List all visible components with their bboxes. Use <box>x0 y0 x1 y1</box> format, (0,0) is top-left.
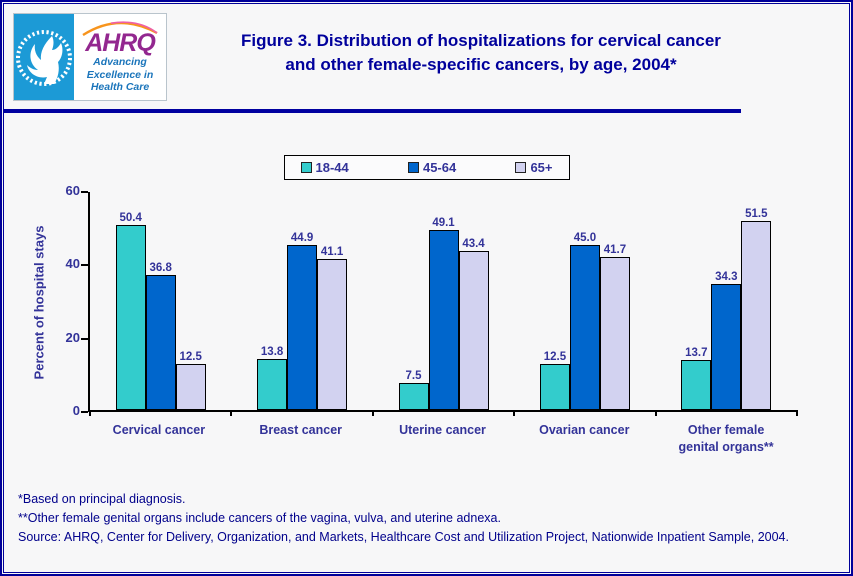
legend-item-18-44: 18-44 <box>300 160 349 175</box>
bar-45-64: 44.9 <box>287 232 318 410</box>
category-label-2: Breast cancer <box>259 423 343 437</box>
category-label-3: Uterine cancer <box>399 423 486 437</box>
header: AHRQ Advancing Excellence in Health Care… <box>4 4 849 108</box>
bar-18-44: 12.5 <box>539 351 570 410</box>
footnotes: *Based on principal diagnosis. **Other f… <box>18 490 849 547</box>
x-axis-tick <box>89 410 91 416</box>
bar-group-2: 13.8 44.9 41.1 <box>231 192 372 410</box>
bar-value-label: 41.1 <box>320 246 344 259</box>
y-axis-tick-labels: 0 20 40 60 <box>52 183 88 418</box>
logo-tagline-line-3: Health Care <box>90 81 150 94</box>
logo-tagline-line-1: Advancing <box>93 56 147 69</box>
logo-swoosh-icon <box>82 21 158 37</box>
bar-65+: 12.5 <box>175 351 206 410</box>
bar-groups: 50.4 36.8 12.5 13.8 44.9 41.1 7.5 49.1 43.4 12.5 4… <box>90 192 797 410</box>
bar-18-44: 13.7 <box>681 347 712 410</box>
category-label-5: Other female genital organs** <box>678 423 774 454</box>
legend-label: 45-64 <box>422 160 457 175</box>
logo-org-text: AHRQ <box>85 29 156 58</box>
footnote-source: Source: AHRQ, Center for Delivery, Organ… <box>18 530 789 544</box>
header-divider <box>4 109 741 113</box>
y-axis-tick-label: 40 <box>65 256 80 272</box>
x-axis-tick <box>230 410 233 416</box>
plot-wrap: 50.4 36.8 12.5 13.8 44.9 41.1 7.5 49.1 43.4 12.5 4… <box>81 191 798 456</box>
x-axis-tick <box>513 410 516 416</box>
bar-group-4: 12.5 45.0 41.7 <box>514 192 655 410</box>
y-axis-tick-label: 60 <box>65 183 80 198</box>
bar-value-label: 44.9 <box>290 232 314 245</box>
legend-label: 18-44 <box>315 160 349 175</box>
chart: Percent of hospital stays 0 20 40 60 50.4 36… <box>26 183 823 456</box>
bar-45-64: 45.0 <box>569 232 600 410</box>
y-axis-tick <box>81 337 88 340</box>
plot-area: 50.4 36.8 12.5 13.8 44.9 41.1 7.5 49.1 43.4 12.5 4… <box>81 191 798 416</box>
bar-value-label: 12.5 <box>543 351 567 364</box>
x-axis-tick <box>796 410 798 416</box>
bar-value-label: 49.1 <box>432 216 455 229</box>
chart-legend: 18-44 45-64 65+ <box>283 155 570 180</box>
figure-title-line-2: and other female-specific cancers, by ag… <box>285 55 677 74</box>
logo-text-block: AHRQ Advancing Excellence in Health Care <box>74 14 166 100</box>
legend-item-65+: 65+ <box>515 160 553 175</box>
y-axis-title: Percent of hospital stays <box>31 225 47 379</box>
y-axis-tick-label: 0 <box>72 403 80 418</box>
bar-18-44: 7.5 <box>398 370 429 410</box>
bar-value-label: 36.8 <box>149 262 172 275</box>
figure-title: Figure 3. Distribution of hospitalizatio… <box>167 13 839 77</box>
bar-value-label: 7.5 <box>405 369 422 382</box>
bar-18-44: 13.8 <box>257 346 288 410</box>
bar-value-label: 51.5 <box>745 208 768 221</box>
x-axis-category-labels: Cervical cancer Breast cancer Uterine canc… <box>88 422 797 456</box>
bar-45-64: 34.3 <box>711 271 742 410</box>
bar-value-label: 45.0 <box>573 232 597 244</box>
legend-swatch-icon <box>407 162 419 173</box>
bar-value-label: 12.5 <box>179 351 202 364</box>
footnote-principal-diagnosis: *Based on principal diagnosis. <box>18 492 186 506</box>
bar-group-3: 7.5 49.1 43.4 <box>373 192 514 410</box>
bar-value-label: 41.7 <box>603 244 627 257</box>
bar-group-1: 50.4 36.8 12.5 <box>90 192 231 410</box>
bar-value-label: 13.7 <box>685 346 708 359</box>
y-axis-tick <box>81 264 88 267</box>
bar-65+: 41.7 <box>599 244 630 410</box>
category-label-4: Ovarian cancer <box>539 423 630 437</box>
legend-swatch-icon <box>300 162 312 173</box>
legend-label: 65+ <box>530 160 553 175</box>
bar-value-label: 13.8 <box>260 346 284 359</box>
x-axis-tick <box>654 410 657 416</box>
y-axis-tick <box>81 191 88 193</box>
bar-45-64: 36.8 <box>145 262 176 410</box>
y-axis-label-column: Percent of hospital stays <box>26 192 52 412</box>
bar-group-5: 13.7 34.3 51.5 <box>656 192 797 410</box>
bar-45-64: 49.1 <box>428 217 459 410</box>
footnote-other-organs: **Other female genital organs include ca… <box>18 511 501 525</box>
y-axis-tick-label: 20 <box>65 329 80 345</box>
bar-65+: 43.4 <box>458 238 489 410</box>
legend-item-45-64: 45-64 <box>407 160 457 175</box>
hhs-eagle-icon <box>16 30 72 86</box>
bar-value-label: 43.4 <box>462 237 485 250</box>
ahrq-logo: AHRQ Advancing Excellence in Health Care <box>13 13 167 101</box>
x-axis-tick <box>371 410 374 416</box>
legend-swatch-icon <box>515 162 527 173</box>
y-axis-tick <box>81 411 88 413</box>
hhs-seal <box>14 14 74 100</box>
bar-value-label: 34.3 <box>715 271 738 284</box>
bar-65+: 51.5 <box>741 208 772 410</box>
category-label-1: Cervical cancer <box>112 423 206 437</box>
bar-18-44: 50.4 <box>115 212 146 410</box>
logo-tagline-line-2: Excellence in <box>86 68 154 81</box>
figure-title-line-1: Figure 3. Distribution of hospitalizatio… <box>241 31 721 50</box>
bar-65+: 41.1 <box>317 246 348 410</box>
bar-value-label: 50.4 <box>119 212 142 225</box>
